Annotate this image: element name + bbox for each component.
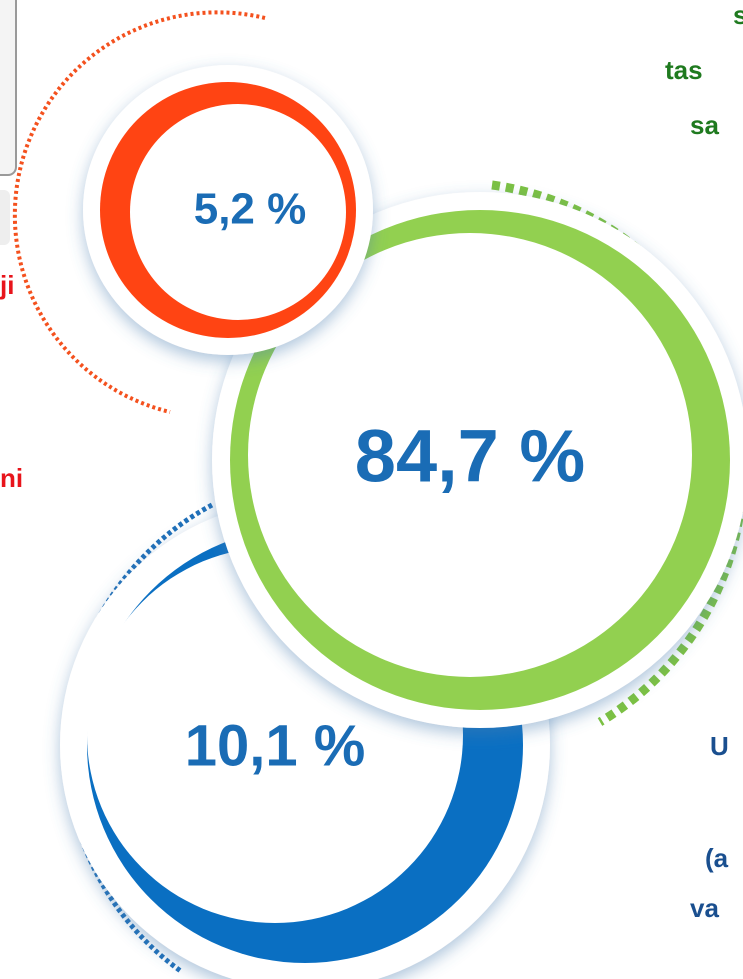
text-fragment: tas bbox=[665, 55, 703, 85]
text-fragment: va bbox=[690, 893, 719, 923]
text-fragment: s bbox=[733, 0, 743, 30]
circle-label: 5,2 % bbox=[194, 185, 307, 234]
text-fragment: sa bbox=[690, 110, 719, 140]
circle-label: 10,1 % bbox=[185, 713, 366, 778]
text-fragment: (a bbox=[705, 843, 729, 873]
red-dotted-arc bbox=[12, 10, 266, 414]
text-fragment: U bbox=[710, 731, 729, 761]
circle-label: 84,7 % bbox=[355, 415, 585, 498]
green-circle: 84,7 % bbox=[212, 192, 743, 728]
text-fragment: ji bbox=[0, 270, 14, 300]
box-fragment bbox=[0, 0, 17, 176]
text-fragment: ni bbox=[0, 463, 23, 493]
green-dashed-arc bbox=[491, 180, 743, 726]
box-fragment bbox=[0, 190, 10, 245]
red-circle: 5,2 % bbox=[83, 65, 373, 355]
blue-dotted-arc bbox=[63, 502, 214, 975]
